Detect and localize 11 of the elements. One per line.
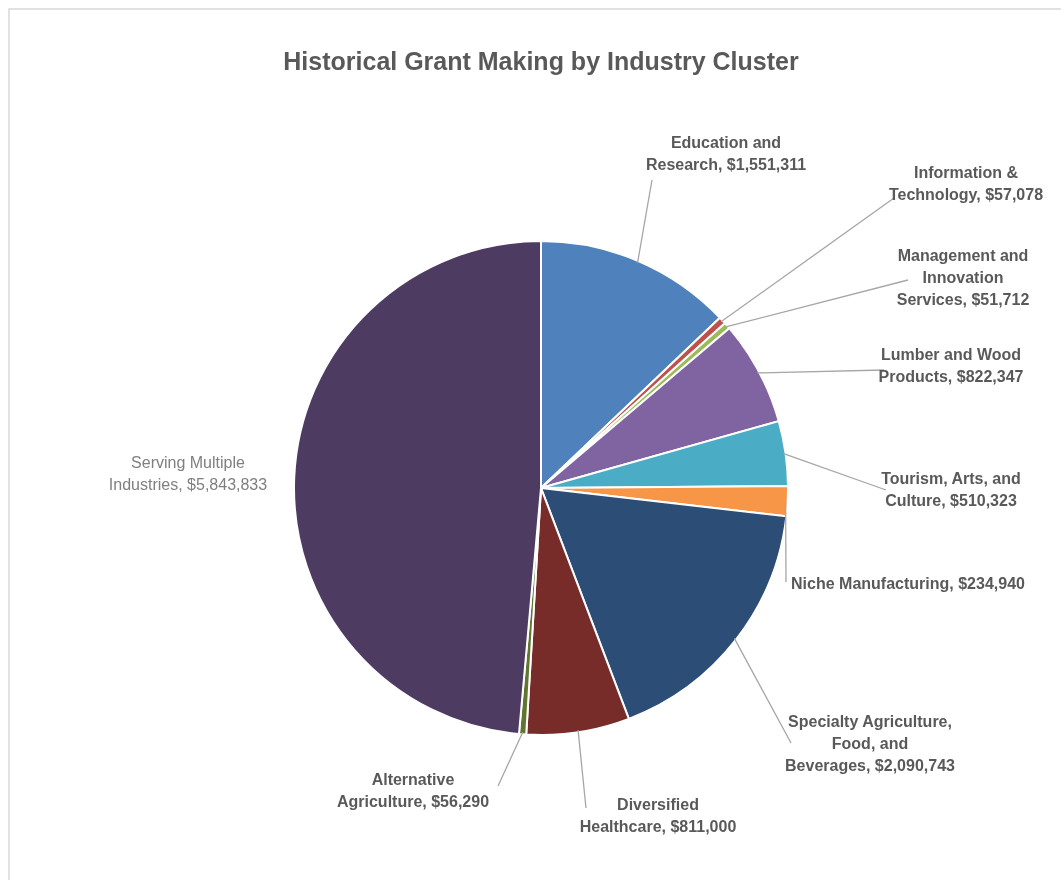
slice-label: Tourism, Arts, and Culture, $510,323 <box>881 470 1021 509</box>
slice-label: Alternative Agriculture, $56,290 <box>336 771 490 810</box>
slice-label: Management and Innovation Services, $51,712 <box>896 247 1030 308</box>
slice-label: Niche Manufacturing, $234,940 <box>791 575 1026 592</box>
slice-label: Education and Research, $1,551,311 <box>645 134 807 173</box>
slice-label: Information & Technology, $57,078 <box>888 164 1044 203</box>
slice-label: Serving Multiple Industries, $5,843,833 <box>108 454 268 493</box>
slice-label: Lumber and Wood Products, $822,347 <box>878 346 1024 385</box>
slice-label: Specialty Agriculture, Food, and Beverages, $2,090,743 <box>785 713 956 774</box>
chart-title: Historical Grant Making by Industry Cluster <box>283 47 799 75</box>
slice-label: Diversified Healthcare, $811,000 <box>579 796 737 835</box>
